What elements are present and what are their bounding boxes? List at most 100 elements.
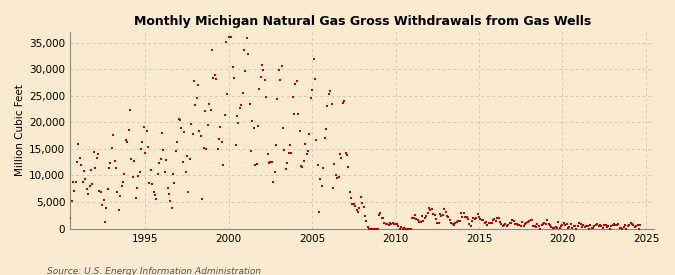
Point: [90, 166, 101, 170]
Point: [159, 170, 170, 174]
Point: [489, 216, 500, 221]
Point: [129, 159, 140, 163]
Point: [465, 224, 476, 228]
Point: [364, 226, 375, 231]
Point: [233, 121, 244, 125]
Point: [208, 76, 219, 80]
Point: [61, 189, 72, 194]
Point: [148, 190, 159, 194]
Point: [574, 221, 585, 225]
Point: [588, 226, 599, 230]
Point: [77, 180, 88, 184]
Point: [184, 157, 195, 162]
Point: [620, 222, 630, 227]
Point: [456, 211, 466, 215]
Point: [553, 220, 564, 224]
Point: [439, 206, 450, 211]
Point: [234, 106, 245, 110]
Point: [167, 172, 178, 176]
Point: [381, 221, 392, 226]
Point: [319, 136, 330, 141]
Point: [134, 170, 145, 174]
Point: [329, 162, 340, 166]
Point: [558, 221, 569, 225]
Point: [541, 222, 551, 227]
Point: [308, 57, 319, 61]
Point: [495, 220, 506, 225]
Point: [502, 223, 512, 228]
Point: [150, 192, 161, 197]
Point: [326, 102, 337, 106]
Point: [464, 222, 475, 226]
Point: [348, 202, 359, 206]
Point: [180, 169, 191, 174]
Point: [62, 193, 73, 197]
Point: [622, 224, 633, 228]
Point: [394, 226, 405, 231]
Point: [57, 164, 68, 168]
Point: [563, 226, 574, 230]
Point: [368, 226, 379, 231]
Point: [68, 180, 78, 184]
Point: [112, 190, 123, 195]
Point: [128, 174, 138, 179]
Point: [508, 218, 519, 223]
Point: [101, 206, 112, 210]
Point: [512, 222, 523, 227]
Point: [225, 26, 236, 31]
Point: [73, 142, 84, 146]
Point: [123, 128, 134, 132]
Point: [182, 153, 192, 158]
Point: [591, 223, 601, 227]
Point: [379, 220, 390, 225]
Point: [84, 184, 95, 189]
Point: [297, 164, 308, 169]
Point: [503, 223, 514, 227]
Point: [290, 82, 301, 86]
Point: [87, 182, 98, 186]
Point: [468, 216, 479, 221]
Point: [398, 226, 409, 230]
Point: [194, 129, 205, 133]
Point: [130, 196, 141, 200]
Point: [333, 175, 344, 179]
Point: [521, 221, 532, 226]
Point: [119, 172, 130, 176]
Point: [330, 172, 341, 177]
Point: [599, 223, 610, 228]
Point: [432, 220, 443, 225]
Point: [360, 214, 371, 218]
Point: [460, 215, 470, 219]
Point: [461, 215, 472, 220]
Point: [376, 216, 387, 221]
Point: [625, 221, 636, 225]
Point: [474, 214, 485, 219]
Point: [580, 224, 591, 229]
Point: [243, 52, 254, 56]
Point: [385, 221, 396, 225]
Point: [357, 200, 368, 205]
Point: [109, 159, 120, 163]
Point: [511, 221, 522, 226]
Point: [472, 212, 483, 216]
Point: [566, 222, 576, 226]
Point: [429, 213, 440, 217]
Point: [173, 117, 184, 121]
Point: [238, 48, 249, 52]
Point: [550, 225, 561, 229]
Point: [367, 226, 377, 231]
Point: [271, 143, 281, 147]
Point: [218, 163, 229, 168]
Point: [414, 220, 425, 224]
Point: [120, 138, 131, 142]
Point: [283, 151, 294, 155]
Point: [63, 181, 74, 186]
Point: [88, 149, 99, 154]
Point: [115, 194, 126, 198]
Title: Monthly Michigan Natural Gas Gross Withdrawals from Gas Wells: Monthly Michigan Natural Gas Gross Withd…: [134, 15, 591, 28]
Point: [396, 225, 406, 230]
Point: [344, 189, 355, 194]
Point: [323, 92, 334, 97]
Point: [572, 224, 583, 229]
Point: [188, 79, 199, 83]
